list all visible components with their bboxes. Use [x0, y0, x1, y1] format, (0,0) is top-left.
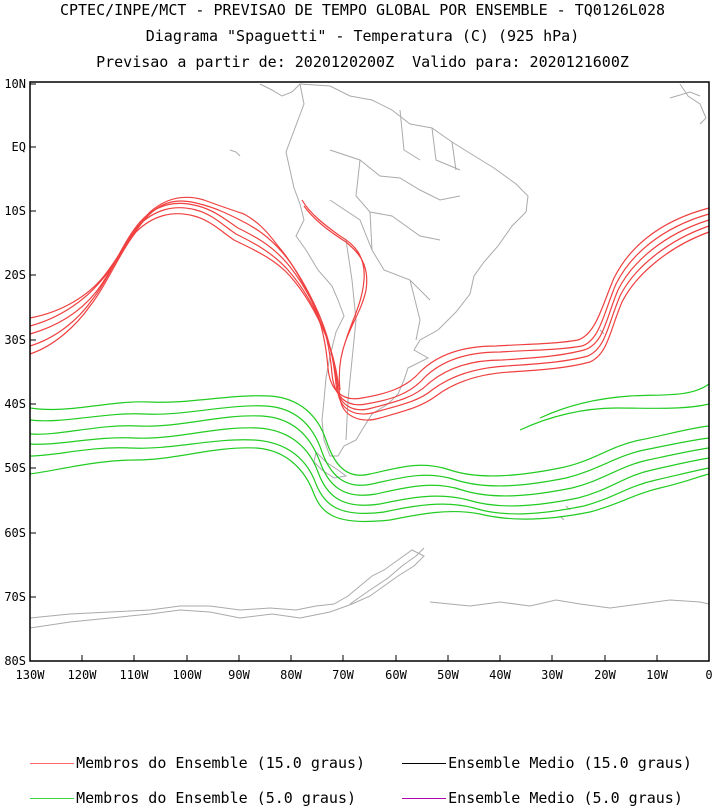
isotherm-15c-group [29, 196, 710, 421]
lat-labels: 10N EQ 10S 20S 30S 40S 50S 60S 70S 80S [4, 77, 26, 668]
lat-label: 80S [4, 654, 26, 668]
title-line-2: Diagrama "Spaguetti" - Temperatura (C) (… [145, 27, 580, 45]
lon-label: 100W [173, 668, 203, 682]
tierra-del-fuego [313, 450, 348, 479]
isotherm-5c-member [29, 427, 710, 507]
legend-item-red-members: Membros do Ensemble (15.0 graus) [12, 736, 365, 772]
south-america-coast [285, 83, 529, 457]
legend-item-green-members: Membros do Ensemble (5.0 graus) [12, 771, 356, 807]
isotherm-5c-member [29, 395, 710, 477]
lon-label: 110W [120, 668, 150, 682]
lat-label: 20S [4, 268, 26, 282]
lat-label: 10S [4, 204, 26, 218]
lat-label: 70S [4, 590, 26, 604]
title-line-3: Previsao a partir de: 2020120200Z Valido… [96, 53, 629, 71]
islands [229, 91, 701, 521]
lon-label: 0 [705, 668, 712, 682]
isotherm-5c-member [539, 383, 710, 419]
lon-label: 30W [541, 668, 563, 682]
africa-coast [679, 83, 707, 125]
antarctic-peninsula [349, 547, 425, 605]
central-america-coast [259, 83, 301, 97]
lon-labels: 130W 120W 110W 100W 90W 80W 70W 60W 50W … [16, 668, 713, 682]
legend-label: Ensemble Medio (15.0 graus) [448, 754, 692, 772]
isotherm-15c-member [29, 200, 710, 406]
legend-swatch [402, 763, 447, 764]
isotherm-5c-member [29, 405, 710, 487]
legend-item-purple-mean: Ensemble Medio (5.0 graus) [384, 771, 683, 807]
coastlines [29, 83, 710, 629]
lon-label: 120W [68, 668, 98, 682]
isotherm-15c-member [29, 196, 710, 400]
lon-label: 60W [385, 668, 407, 682]
lon-label: 10W [646, 668, 668, 682]
map-frame [29, 81, 710, 662]
lat-label: 50S [4, 461, 26, 475]
lon-label: 90W [228, 668, 250, 682]
lat-label: EQ [12, 140, 26, 154]
lon-label: 40W [489, 668, 511, 682]
lon-label: 130W [16, 668, 46, 682]
legend-swatch [402, 798, 447, 799]
lon-label: 70W [332, 668, 354, 682]
isotherm-5c-member [29, 439, 710, 515]
isotherm-5c-member [29, 415, 710, 497]
lat-label: 60S [4, 526, 26, 540]
lon-label: 50W [437, 668, 459, 682]
lat-label: 30S [4, 333, 26, 347]
lat-label: 40S [4, 397, 26, 411]
isotherm-5c-member [519, 403, 710, 431]
isotherm-5c-member [29, 447, 710, 523]
title-line-1: CPTEC/INPE/MCT - PREVISAO DE TEMPO GLOBA… [59, 1, 666, 19]
lon-label: 80W [280, 668, 302, 682]
lon-label: 20W [594, 668, 616, 682]
legend-swatch [30, 763, 75, 764]
legend-swatch [30, 798, 75, 799]
lon-axis [29, 655, 710, 661]
isotherm-15c-member [29, 213, 710, 421]
country-borders [329, 109, 461, 441]
lat-axis [30, 83, 36, 662]
isotherm-15c-andes-loop [301, 199, 368, 391]
legend-label: Membros do Ensemble (15.0 graus) [76, 754, 366, 772]
legend-item-black-mean: Ensemble Medio (15.0 graus) [384, 736, 692, 772]
lat-label: 10N [4, 77, 26, 91]
isotherm-5c-group [29, 383, 710, 523]
antarctica-coast [29, 549, 710, 629]
